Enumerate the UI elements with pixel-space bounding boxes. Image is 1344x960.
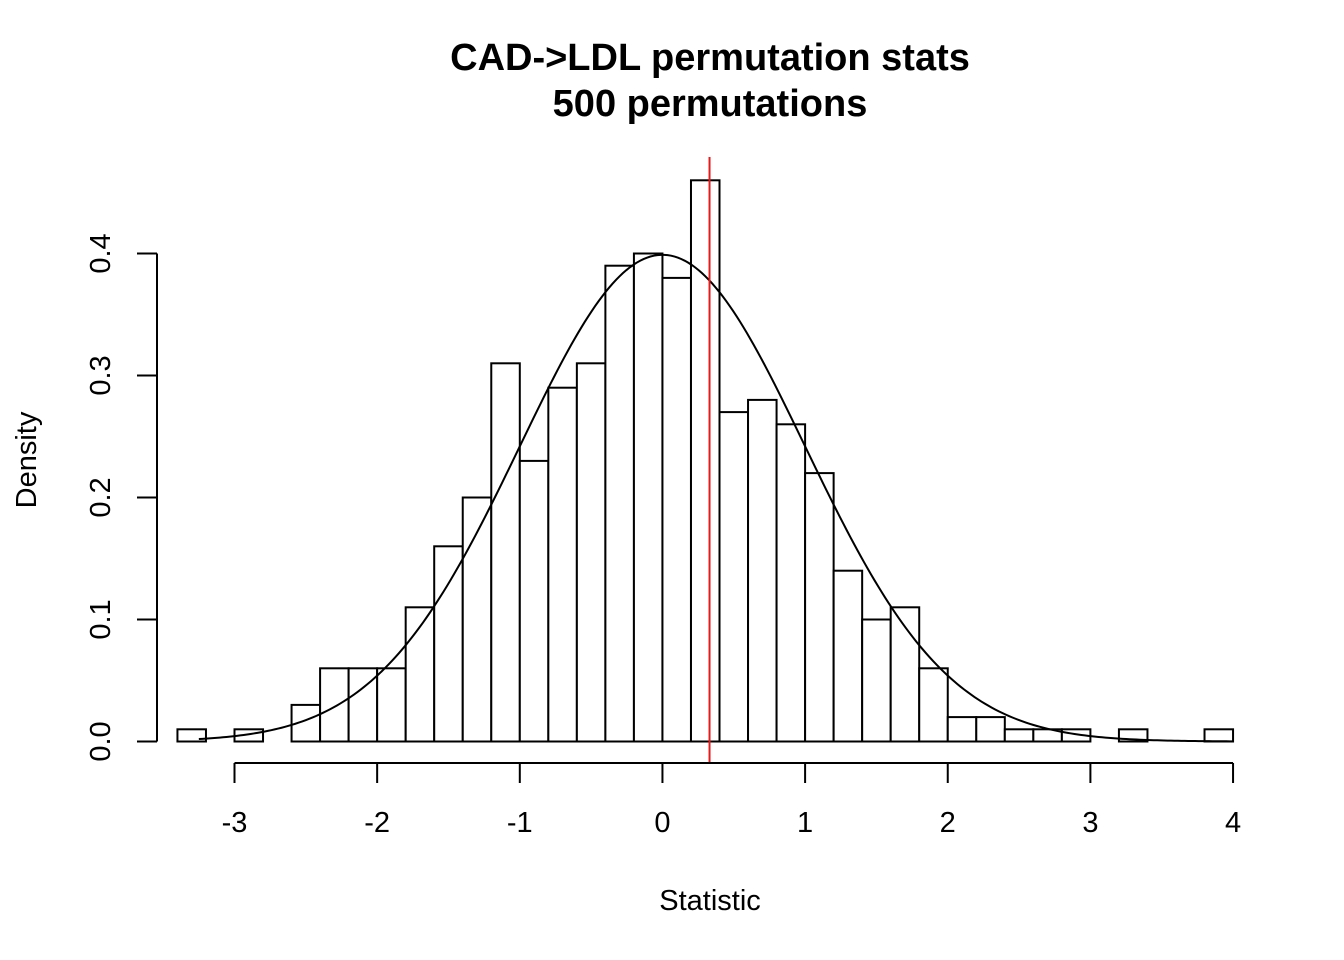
chart-subtitle: 500 permutations (553, 83, 868, 125)
histogram-bar-18 (689, 179, 721, 743)
y-tick-label-2: 0.2 (85, 477, 117, 517)
histogram-bar-17 (661, 276, 692, 743)
chart-title: CAD->LDL permutation stats (450, 37, 970, 79)
normal-density-curve (198, 253, 1234, 743)
x-tick-label-3: 0 (654, 807, 670, 839)
histogram-bar-9 (433, 545, 464, 743)
histogram-bar-23 (832, 569, 864, 743)
histogram-bar-16 (632, 252, 664, 743)
x-tick-label-1: -2 (364, 807, 390, 839)
histogram-bar-15 (604, 264, 635, 743)
histogram-bar-24 (861, 618, 892, 743)
y-tick-label-0: 0.0 (85, 721, 117, 761)
histogram-bar-21 (775, 423, 807, 743)
histogram-bar-19 (718, 411, 750, 743)
histogram-bar-13 (547, 386, 578, 743)
x-axis: -3 -2 -1 0 1 2 3 4 (222, 762, 1241, 839)
histogram-bar-10 (461, 496, 493, 743)
y-tick-label-1: 0.1 (85, 599, 117, 639)
histogram-bar-28 (975, 716, 1006, 743)
histogram-bar-22 (804, 472, 835, 743)
histogram-bar-7 (376, 667, 407, 743)
y-axis: 0.0 0.1 0.2 0.3 0.4 (85, 233, 158, 762)
histogram-bar-27 (946, 716, 978, 743)
histogram-bar-36 (1203, 728, 1235, 743)
x-tick-label-0: -3 (222, 807, 248, 839)
histogram-bars (176, 179, 1235, 743)
x-tick-label-4: 1 (797, 807, 813, 839)
x-tick-label-6: 3 (1082, 807, 1098, 839)
histogram-bar-25 (889, 606, 921, 743)
histogram-bar-12 (518, 459, 550, 743)
histogram-bar-26 (918, 667, 949, 743)
x-axis-label: Statistic (659, 885, 761, 917)
x-tick-label-7: 4 (1225, 807, 1241, 839)
x-tick-label-2: -1 (507, 807, 533, 839)
histogram-bar-29 (1003, 728, 1035, 743)
y-tick-label-4: 0.4 (85, 233, 117, 273)
histogram-bar-14 (575, 362, 607, 743)
density-curve-layer (198, 253, 1234, 743)
histogram-bar-20 (747, 398, 778, 743)
x-tick-label-5: 2 (940, 807, 956, 839)
y-axis-label: Density (11, 411, 43, 508)
histogram-bar-11 (490, 362, 521, 743)
histogram-bar-5 (319, 667, 350, 743)
y-tick-label-3: 0.3 (85, 355, 117, 395)
